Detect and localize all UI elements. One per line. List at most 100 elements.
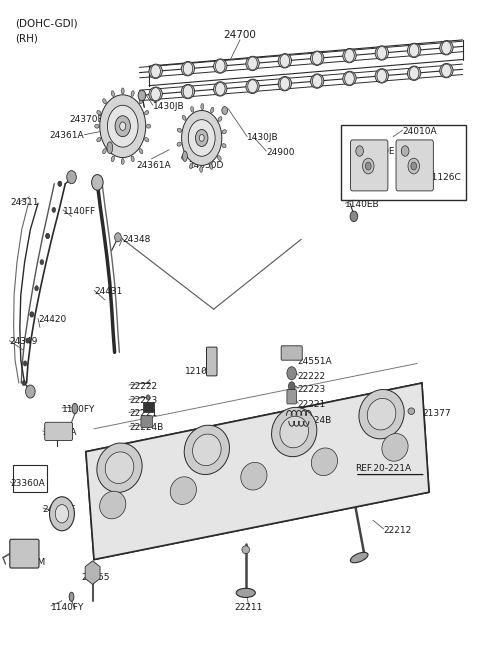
Text: 22224B: 22224B: [298, 416, 332, 425]
Ellipse shape: [214, 59, 227, 73]
Circle shape: [46, 233, 49, 238]
Circle shape: [409, 44, 419, 57]
Ellipse shape: [190, 163, 193, 168]
Ellipse shape: [191, 107, 194, 112]
FancyBboxPatch shape: [287, 390, 297, 404]
Circle shape: [151, 65, 160, 78]
Ellipse shape: [218, 117, 222, 121]
Ellipse shape: [144, 138, 149, 142]
Ellipse shape: [131, 156, 134, 162]
Text: (DOHC-GDI): (DOHC-GDI): [15, 19, 78, 29]
FancyBboxPatch shape: [281, 346, 302, 360]
Text: 24431: 24431: [94, 287, 122, 296]
Ellipse shape: [222, 130, 227, 134]
Ellipse shape: [111, 91, 114, 96]
Text: 1140FY: 1140FY: [62, 405, 96, 414]
Ellipse shape: [201, 103, 204, 109]
Text: 22221: 22221: [298, 400, 326, 409]
Circle shape: [377, 47, 386, 60]
Ellipse shape: [408, 66, 421, 81]
Circle shape: [115, 233, 121, 242]
Ellipse shape: [139, 149, 143, 154]
Circle shape: [25, 385, 35, 398]
Circle shape: [30, 312, 34, 317]
Circle shape: [188, 120, 215, 157]
Ellipse shape: [211, 107, 214, 113]
Ellipse shape: [170, 477, 196, 504]
Ellipse shape: [149, 64, 162, 79]
Ellipse shape: [182, 151, 187, 162]
Text: 24350D: 24350D: [189, 161, 224, 170]
Text: 24370B: 24370B: [69, 115, 104, 124]
Ellipse shape: [217, 156, 221, 160]
Ellipse shape: [105, 452, 134, 483]
Text: 24361A: 24361A: [50, 132, 84, 140]
Circle shape: [108, 105, 138, 147]
Ellipse shape: [181, 84, 195, 99]
Ellipse shape: [343, 48, 356, 63]
Circle shape: [199, 134, 204, 141]
Text: 22223: 22223: [129, 396, 157, 405]
Circle shape: [411, 162, 417, 170]
Circle shape: [115, 116, 131, 137]
Ellipse shape: [242, 546, 250, 553]
Ellipse shape: [367, 398, 396, 430]
Text: 22211: 22211: [234, 603, 263, 612]
Ellipse shape: [375, 69, 388, 83]
Ellipse shape: [192, 434, 221, 466]
Text: 1140EB: 1140EB: [345, 200, 380, 209]
Circle shape: [183, 85, 193, 98]
Text: 24355: 24355: [81, 572, 110, 582]
Circle shape: [409, 67, 419, 80]
Circle shape: [55, 504, 69, 523]
Circle shape: [30, 312, 34, 317]
Text: 22212: 22212: [384, 525, 412, 534]
Text: REF.20-221A: REF.20-221A: [355, 464, 411, 472]
Ellipse shape: [131, 91, 134, 96]
Text: 22224B: 22224B: [129, 423, 163, 432]
Text: 24348: 24348: [123, 234, 151, 244]
Ellipse shape: [121, 88, 124, 94]
Ellipse shape: [103, 149, 106, 154]
Circle shape: [442, 41, 451, 54]
Ellipse shape: [278, 77, 291, 91]
Text: 21126C: 21126C: [427, 173, 461, 181]
Text: 24361A: 24361A: [136, 161, 171, 170]
Ellipse shape: [210, 164, 213, 170]
Text: 1140FF: 1140FF: [63, 207, 96, 215]
Ellipse shape: [440, 64, 453, 78]
Ellipse shape: [139, 99, 143, 103]
Bar: [12, 465, 47, 492]
Text: (RH): (RH): [15, 33, 38, 43]
Circle shape: [46, 233, 49, 238]
Ellipse shape: [214, 82, 227, 96]
Ellipse shape: [97, 138, 101, 142]
Circle shape: [401, 146, 409, 157]
Ellipse shape: [177, 142, 181, 146]
Text: 1430JB: 1430JB: [153, 102, 184, 111]
Circle shape: [222, 107, 228, 115]
Circle shape: [146, 395, 150, 400]
Circle shape: [216, 83, 225, 96]
Ellipse shape: [177, 128, 181, 132]
Circle shape: [280, 77, 289, 90]
Text: 1430JB: 1430JB: [247, 134, 279, 142]
Text: 22222: 22222: [129, 382, 157, 391]
Circle shape: [248, 80, 257, 93]
Circle shape: [52, 207, 56, 212]
FancyBboxPatch shape: [396, 140, 433, 191]
Ellipse shape: [350, 552, 368, 563]
Circle shape: [120, 122, 126, 130]
Text: 24010A: 24010A: [403, 127, 437, 136]
Circle shape: [23, 361, 27, 366]
Circle shape: [26, 338, 30, 343]
Ellipse shape: [280, 416, 309, 448]
Circle shape: [92, 174, 103, 190]
Circle shape: [365, 162, 371, 170]
Text: 24412F: 24412F: [43, 505, 76, 514]
Text: 24551A: 24551A: [298, 357, 332, 366]
Circle shape: [49, 496, 74, 531]
Text: 24420: 24420: [38, 315, 66, 324]
Ellipse shape: [246, 56, 259, 71]
Ellipse shape: [311, 51, 324, 66]
